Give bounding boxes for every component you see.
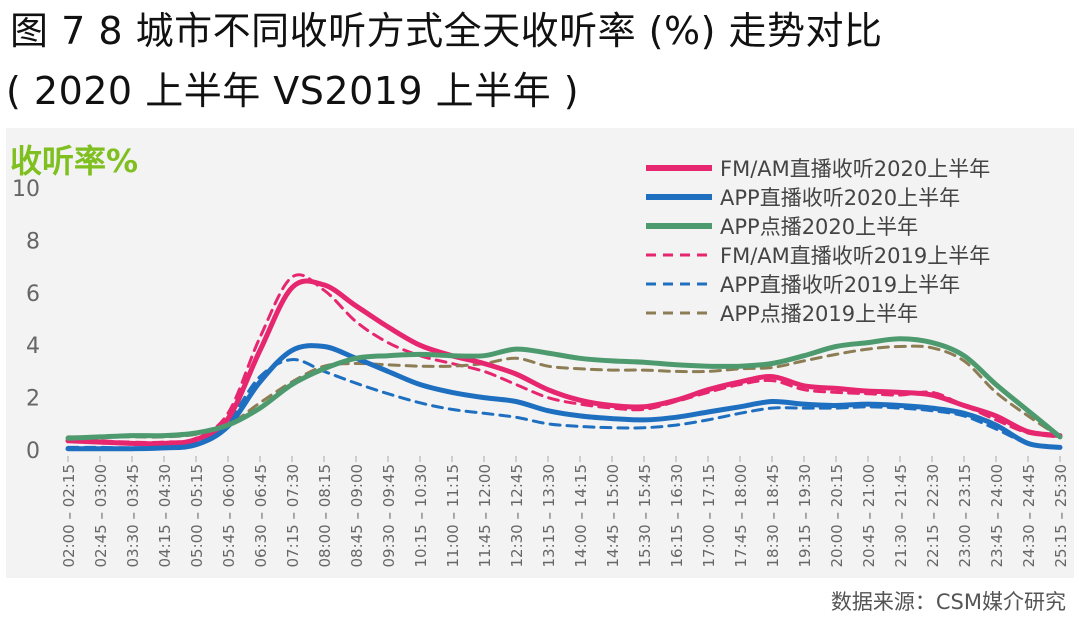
x-tick-label: 18:30 – 18:45 [764, 464, 782, 568]
series-line-3 [65, 336, 1063, 441]
series-line-1 [65, 278, 1063, 447]
x-tick-label: 16:15 – 16:30 [668, 464, 686, 568]
y-tick-label: 4 [26, 334, 40, 359]
x-tick-label: 03:30 – 03:45 [124, 464, 142, 568]
chart-panel: 收听率% 0 2 4 6 8 10 02:00 – 02:15 02:45 – 03:00 0… [6, 128, 1074, 578]
x-tick-label: 10:15 – 10:30 [412, 464, 430, 568]
x-tick-label: 24:30 – 24:45 [1020, 464, 1038, 568]
x-tick-label: 23:00 – 23:15 [956, 464, 974, 568]
series-lines [65, 273, 1063, 452]
x-tick-label: 17:45 – 18:00 [732, 464, 750, 568]
legend-label: APP点播2019上半年 [720, 302, 918, 326]
y-tick-label: 8 [26, 229, 40, 254]
legend-label: APP直播收听2020上半年 [720, 186, 960, 210]
x-tick-label: 02:00 – 02:15 [60, 464, 78, 568]
x-tick-label: 20:45 – 21:00 [860, 464, 878, 568]
x-tick-label: 05:45 – 06:00 [220, 464, 238, 568]
series-line-6 [66, 344, 1062, 439]
legend-label: FM/AM直播收听2019上半年 [720, 244, 990, 268]
y-axis-ticks: 0 2 4 6 8 10 [12, 177, 40, 464]
x-tick-label: 02:45 – 03:00 [92, 464, 110, 568]
x-tick-label: 11:45 – 12:00 [476, 464, 494, 568]
x-tick-label: 08:00 – 08:15 [316, 464, 334, 568]
x-tick-label: 04:15 – 04:30 [156, 464, 174, 568]
x-tick-label: 05:00 – 05:15 [188, 464, 206, 568]
y-tick-label: 6 [26, 282, 40, 307]
y-axis-label: 收听率% [10, 142, 138, 180]
x-tick-label: 11:00 – 11:15 [444, 464, 462, 568]
x-tick-label: 20:00 – 20:15 [828, 464, 846, 568]
x-tick-label: 14:45 – 15:00 [604, 464, 622, 568]
chart-subtitle: ( 2020 上半年 VS2019 上半年 ) [6, 69, 580, 113]
x-axis-ticks: 02:00 – 02:15 02:45 – 03:00 03:30 – 03:45 0… [60, 456, 1070, 568]
source-note: 数据来源：CSM媒介研究 [830, 590, 1066, 614]
chart-legend: FM/AM直播收听2020上半年 APP直播收听2020上半年 APP点播2020上… [646, 157, 990, 326]
y-tick-label: 10 [12, 177, 40, 202]
chart-title: 图 7 8 城市不同收听方式全天收听率 (%) 走势对比 [10, 9, 883, 53]
x-tick-label: 22:15 – 22:30 [924, 464, 942, 568]
legend-label: APP直播收听2019上半年 [720, 273, 960, 297]
y-tick-label: 0 [26, 439, 40, 464]
x-tick-label: 15:30 – 15:45 [636, 464, 654, 568]
x-tick-label: 08:45 – 09:00 [348, 464, 366, 568]
x-tick-label: 06:30 – 06:45 [252, 464, 270, 568]
x-tick-label: 12:30 – 12:45 [508, 464, 526, 568]
x-tick-label: 21:30 – 21:45 [892, 464, 910, 568]
x-tick-label: 19:15 – 19:30 [796, 464, 814, 568]
series-line-4 [66, 273, 1062, 444]
y-tick-label: 2 [26, 387, 40, 412]
x-tick-label: 14:00 – 14:15 [572, 464, 590, 568]
x-tick-label: 17:00 – 17:15 [700, 464, 718, 568]
x-tick-label: 13:15 – 13:30 [540, 464, 558, 568]
legend-label: APP点播2020上半年 [720, 215, 918, 239]
x-tick-label: 09:30 – 09:45 [380, 464, 398, 568]
x-tick-label: 25:15 – 25:30 [1052, 464, 1070, 568]
legend-label: FM/AM直播收听2020上半年 [720, 157, 990, 181]
x-tick-label: 23:45 – 24:00 [988, 464, 1006, 568]
x-tick-label: 07:15 – 07:30 [284, 464, 302, 568]
